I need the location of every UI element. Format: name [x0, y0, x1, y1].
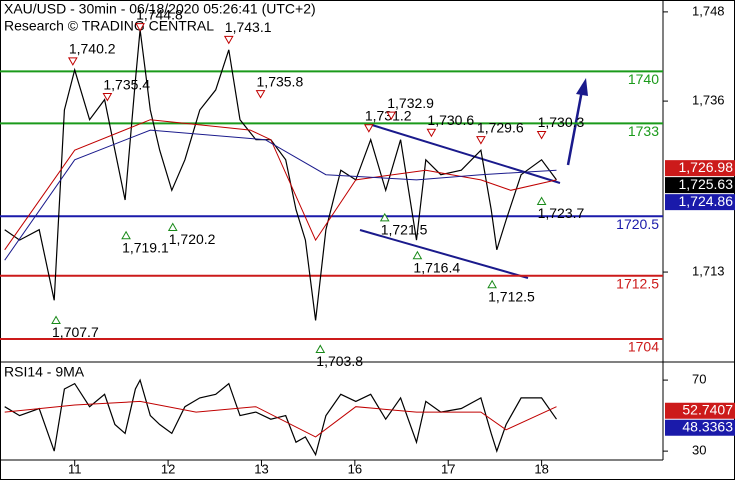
- price-tag: [665, 160, 735, 177]
- low-marker: [315, 344, 326, 353]
- low-label: 1,720.2: [169, 231, 216, 247]
- high-label: 1,735.4: [103, 76, 150, 92]
- series-line: [4, 119, 557, 251]
- low-marker: [412, 250, 423, 260]
- high-label: 1,735.8: [257, 73, 304, 89]
- high-marker: [476, 136, 486, 145]
- high-marker: [223, 35, 234, 45]
- price-tag-label: 1,724.86: [679, 193, 734, 209]
- high-label: 1,729.6: [477, 119, 524, 135]
- high-marker: [426, 128, 437, 138]
- price-tag: [665, 177, 735, 194]
- x-tick-label: 12: [161, 461, 175, 476]
- level-label: 1704: [628, 339, 659, 355]
- low-marker: [379, 212, 390, 222]
- high-label: 1,732.9: [387, 95, 434, 111]
- high-label: 1,730.6: [427, 112, 474, 128]
- y-tick-label: 30: [692, 443, 706, 458]
- x-tick-label: 16: [348, 461, 362, 476]
- high-label: 1,731.2: [365, 107, 412, 123]
- series-line: [4, 400, 557, 438]
- low-marker: [51, 315, 61, 324]
- price-tag: [665, 419, 735, 436]
- chart-title: XAU/USD - 30min - 06/18/2020 05:26:41 (U…: [4, 1, 316, 17]
- high-label: 1,740.2: [69, 41, 116, 57]
- low-label: 1,723.7: [538, 205, 585, 221]
- series-line: [4, 129, 557, 261]
- x-tick-label: 11: [68, 461, 82, 476]
- x-tick-label: 17: [441, 461, 455, 476]
- arrow-head: [576, 78, 588, 96]
- low-label: 1,703.8: [316, 353, 363, 369]
- level-label: 1712.5: [616, 275, 659, 291]
- chart-subtitle: Research © TRADING CENTRAL: [4, 18, 214, 34]
- high-marker: [386, 111, 397, 121]
- low-marker: [536, 196, 547, 206]
- level-label: 1733: [628, 123, 659, 139]
- y-tick-label: 1,748: [692, 3, 725, 18]
- low-marker: [167, 222, 178, 232]
- low-label: 1,719.1: [122, 239, 169, 255]
- high-marker: [255, 90, 266, 99]
- series-line: [4, 378, 557, 457]
- price-tag-label: 48.3363: [682, 418, 733, 434]
- low-marker: [487, 279, 497, 289]
- x-tick-label: 13: [254, 461, 268, 476]
- low-label: 1,707.7: [52, 324, 99, 340]
- high-marker: [102, 93, 113, 102]
- low-marker: [121, 230, 131, 240]
- high-marker: [363, 124, 374, 133]
- forecast-arrow: [566, 84, 585, 166]
- level-label: 1740: [628, 71, 659, 87]
- level-label: 1720.5: [616, 216, 659, 232]
- low-label: 1,716.4: [413, 259, 460, 275]
- high-marker: [67, 57, 78, 66]
- x-tick-label: 18: [534, 461, 548, 476]
- low-label: 1,712.5: [488, 288, 535, 304]
- trend-channel: [359, 124, 561, 279]
- high-label: 1,744.8: [136, 6, 183, 22]
- price-tag-label: 1,726.98: [679, 159, 734, 175]
- low-label: 1,721.5: [381, 222, 428, 238]
- high-label: 1,730.3: [538, 114, 585, 130]
- price-tag-label: 1,725.63: [679, 176, 734, 192]
- y-tick-label: 1,713: [692, 263, 725, 278]
- y-tick-label: 70: [692, 372, 706, 387]
- price-tag: [665, 402, 735, 419]
- price-tag: [665, 194, 735, 211]
- price-tag-label: 52.7407: [682, 401, 733, 417]
- rsi-title: RSI14 - 9MA: [4, 364, 85, 380]
- high-label: 1,743.1: [225, 19, 272, 35]
- high-marker: [536, 130, 547, 140]
- y-tick-label: 1,736: [692, 93, 725, 108]
- high-marker: [135, 23, 145, 32]
